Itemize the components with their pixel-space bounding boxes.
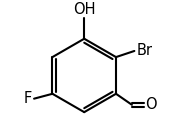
Text: O: O xyxy=(146,97,157,112)
Text: F: F xyxy=(24,91,32,106)
Text: OH: OH xyxy=(73,2,96,17)
Text: Br: Br xyxy=(136,43,152,59)
